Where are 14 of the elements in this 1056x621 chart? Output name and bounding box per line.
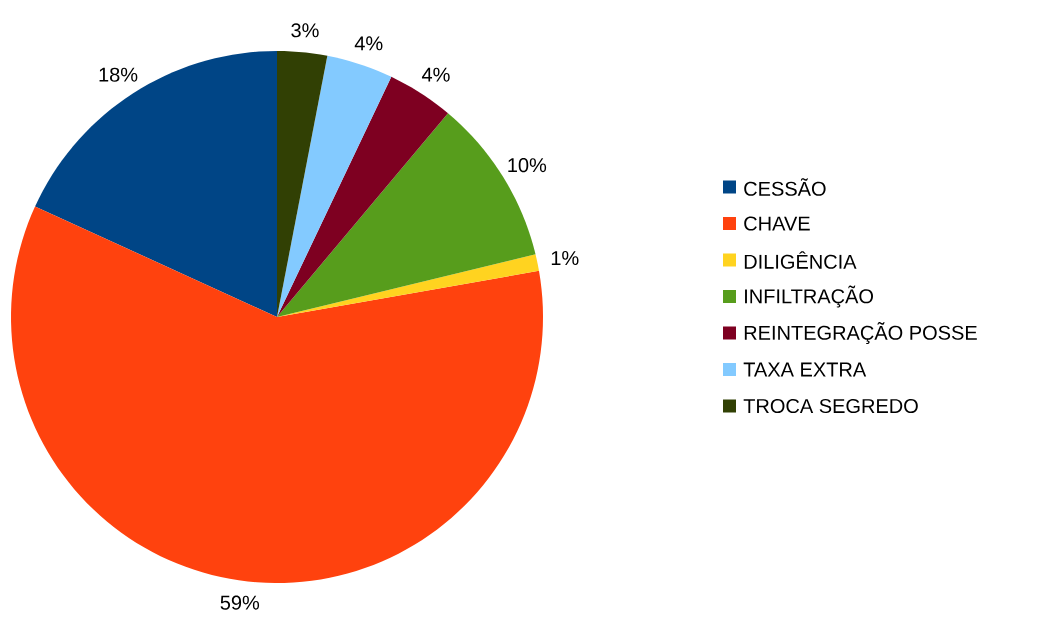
legend-label: TAXA EXTRA (743, 362, 867, 377)
legend-label: DILIGÊNCIA (744, 251, 857, 269)
legend-label: CESSÃO (744, 178, 826, 196)
data-label: 4% (354, 36, 383, 51)
legend-label: REINTEGRAÇÃO POSSE (744, 322, 977, 344)
legend-label: CHAVE (744, 216, 810, 231)
data-label: 1% (551, 251, 579, 265)
data-label: 10% (508, 158, 547, 173)
data-label: 3% (291, 23, 319, 38)
legend-label: TROCA SEGREDO (743, 398, 918, 414)
data-label: 4% (421, 67, 450, 82)
legend-label: INFILTRAÇÃO (745, 285, 874, 308)
data-label: 18% (99, 67, 138, 82)
data-label: 59% (220, 595, 260, 610)
